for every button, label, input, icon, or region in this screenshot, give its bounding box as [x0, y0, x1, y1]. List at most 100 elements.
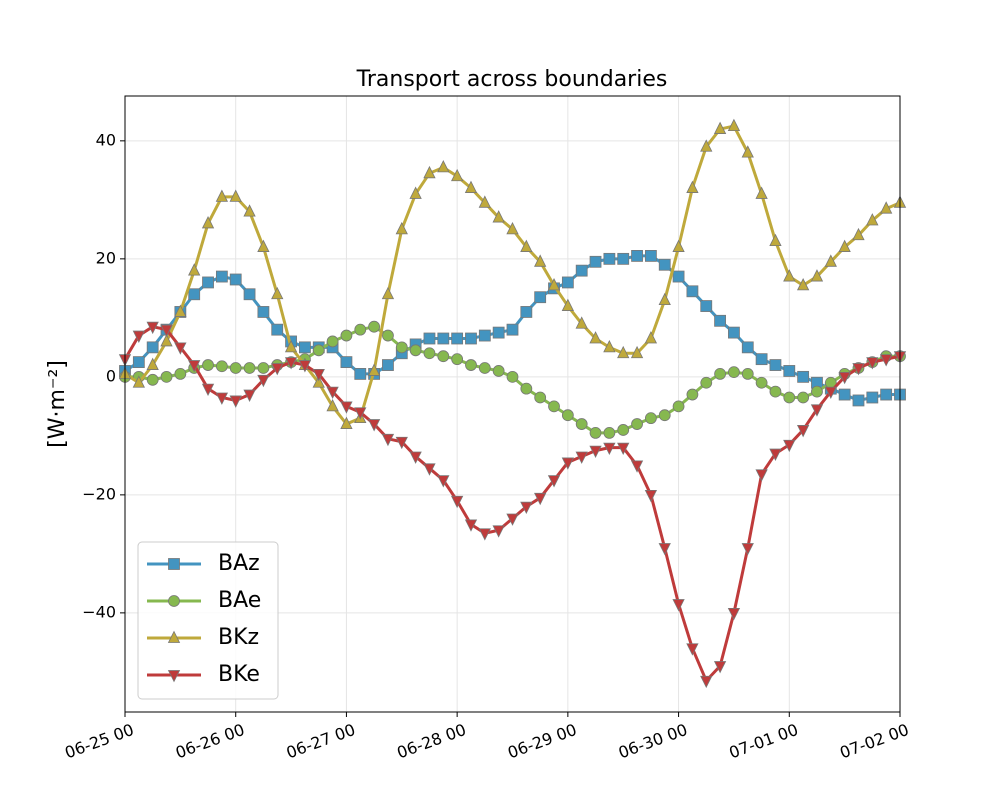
marker: [686, 285, 699, 298]
marker: [243, 389, 256, 402]
marker: [437, 332, 450, 345]
marker: [672, 400, 685, 413]
marker: [852, 394, 865, 407]
marker: [395, 341, 408, 354]
marker: [132, 375, 145, 388]
marker: [520, 382, 533, 395]
marker: [478, 528, 491, 541]
marker: [520, 501, 533, 515]
marker: [146, 341, 159, 354]
x-tick-label: 07-01 00: [727, 720, 801, 762]
marker: [714, 314, 726, 327]
legend-label: BAz: [218, 551, 260, 576]
marker: [382, 359, 394, 371]
marker: [866, 357, 879, 370]
marker: [686, 180, 699, 193]
marker: [395, 436, 408, 450]
y-tick-label: 0: [106, 366, 116, 385]
marker: [271, 323, 284, 336]
x-tick-label: 06-29 00: [505, 720, 579, 762]
marker: [202, 276, 214, 289]
marker: [284, 357, 298, 370]
marker: [312, 375, 325, 388]
marker: [575, 264, 588, 277]
marker: [132, 330, 145, 343]
marker: [686, 388, 699, 401]
marker: [271, 286, 284, 300]
marker: [658, 292, 671, 306]
marker: [797, 391, 810, 404]
marker: [644, 331, 658, 344]
legend-label: BKz: [218, 625, 259, 650]
marker: [575, 451, 588, 464]
marker: [340, 416, 353, 429]
marker: [465, 359, 477, 371]
marker: [451, 332, 464, 345]
marker: [589, 445, 602, 459]
marker: [381, 286, 395, 300]
marker: [741, 543, 754, 556]
marker: [755, 376, 768, 389]
marker: [506, 513, 519, 526]
marker: [631, 250, 643, 262]
marker: [547, 475, 561, 488]
marker: [340, 329, 353, 342]
marker: [382, 329, 394, 342]
marker: [838, 388, 851, 401]
marker: [478, 329, 491, 342]
marker: [492, 365, 505, 377]
series: [119, 320, 906, 439]
marker: [478, 362, 491, 374]
marker: [257, 239, 270, 252]
marker: [796, 278, 810, 291]
marker: [464, 180, 478, 193]
marker: [728, 326, 740, 339]
marker: [506, 370, 519, 383]
marker: [755, 353, 768, 366]
marker: [769, 385, 782, 398]
marker: [589, 427, 602, 439]
marker: [174, 342, 187, 355]
marker: [575, 418, 588, 430]
marker: [174, 304, 187, 317]
marker: [492, 210, 505, 223]
marker: [167, 630, 181, 643]
marker: [451, 353, 464, 366]
marker: [215, 189, 229, 202]
marker: [686, 643, 699, 656]
marker: [741, 368, 754, 380]
marker: [658, 258, 671, 271]
marker: [700, 300, 713, 312]
marker: [728, 366, 740, 379]
legend-label: BAe: [218, 588, 261, 613]
marker: [326, 335, 339, 348]
x-tick-label: 06-25 00: [62, 720, 136, 762]
marker: [146, 373, 159, 386]
marker: [340, 401, 353, 414]
marker: [617, 442, 630, 456]
marker: [202, 359, 214, 371]
marker: [783, 365, 796, 377]
marker: [229, 189, 242, 202]
marker: [340, 356, 353, 369]
marker: [617, 252, 630, 265]
marker: [769, 359, 782, 371]
marker: [367, 363, 381, 376]
marker: [201, 383, 215, 397]
marker: [368, 320, 381, 333]
marker: [672, 239, 685, 252]
marker: [146, 357, 159, 370]
marker: [561, 409, 574, 422]
marker: [589, 255, 602, 268]
marker: [326, 386, 339, 400]
marker: [658, 409, 671, 422]
marker: [755, 186, 768, 199]
marker: [603, 252, 616, 265]
marker: [188, 263, 201, 276]
marker: [354, 323, 367, 336]
marker: [423, 165, 436, 179]
marker: [561, 457, 575, 470]
marker: [168, 595, 180, 607]
marker: [810, 404, 824, 417]
marker: [298, 360, 312, 373]
